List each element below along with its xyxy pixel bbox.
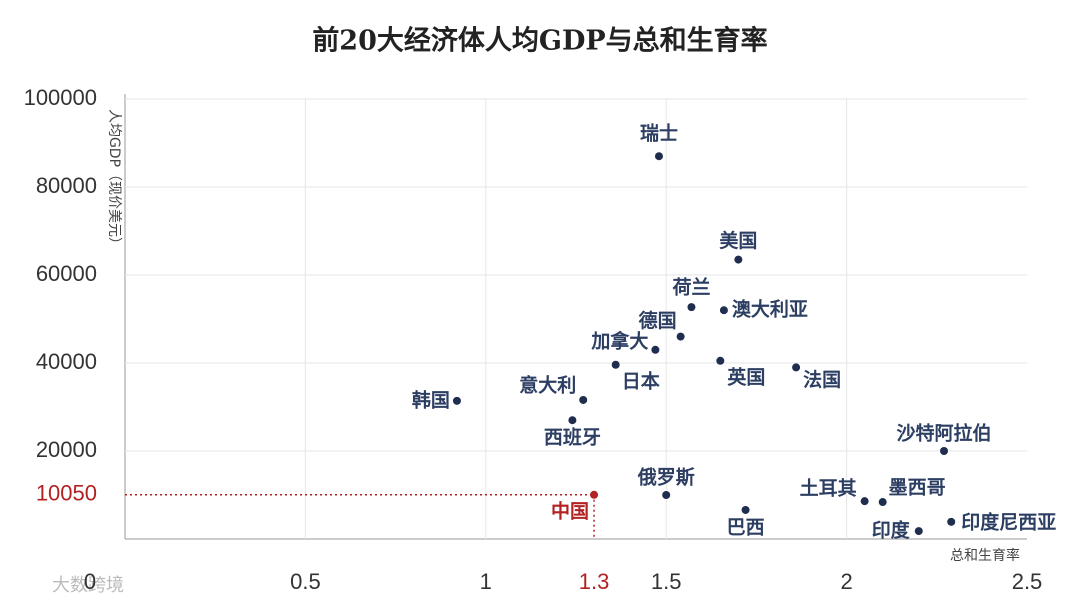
y-axis-label: 人均GDP（现价美元）: [106, 109, 122, 251]
y-tick-label: 80000: [36, 173, 97, 198]
point: [947, 517, 956, 526]
point: [676, 332, 685, 341]
point-label: 巴西: [727, 516, 765, 538]
point-label: 西班牙: [544, 426, 601, 449]
point: [611, 360, 620, 369]
point-label: 澳大利亚: [732, 298, 808, 321]
x-tick-label: 0.5: [290, 569, 321, 594]
point-label: 土耳其: [800, 478, 857, 500]
x-tick-label: 2.5: [1012, 569, 1043, 594]
y-tick-label: 100000: [24, 85, 97, 110]
point-label: 墨西哥: [889, 477, 946, 499]
y-tick-label: 20000: [36, 437, 97, 462]
point: [568, 416, 577, 425]
point: [579, 395, 588, 404]
point-label: 中国: [551, 499, 589, 522]
point: [687, 303, 696, 312]
x-tick-label: 1.5: [651, 569, 682, 594]
point: [741, 505, 750, 514]
point-label: 意大利: [519, 373, 576, 396]
point-label: 印度尼西亚: [961, 510, 1056, 533]
chart-title: 前20大经济体人均GDP与总和生育率: [312, 25, 767, 57]
y-tick-label: 60000: [36, 261, 97, 286]
point: [654, 152, 663, 161]
point: [734, 255, 743, 264]
x-tick-label: 0: [84, 569, 96, 594]
point-label: 日本: [622, 369, 660, 392]
y-tick-label: 40000: [36, 349, 97, 374]
point: [590, 490, 599, 499]
point: [662, 491, 671, 499]
point-label: 韩国: [412, 388, 450, 411]
reference-x-label: 1.3: [579, 569, 610, 594]
watermark: 大数跨境: [52, 575, 124, 596]
point-label: 沙特阿拉伯: [897, 422, 992, 445]
point-label: 荷兰: [672, 276, 710, 299]
point: [452, 396, 461, 405]
point-label: 加拿大: [590, 329, 648, 352]
point-label: 法国: [803, 368, 841, 391]
point-label: 俄罗斯: [637, 466, 695, 489]
point: [860, 497, 869, 506]
point: [940, 447, 949, 455]
point-label: 印度: [872, 519, 911, 542]
point-label: 英国: [727, 365, 765, 388]
x-tick-label: 1: [480, 569, 492, 594]
x-axis-label: 总和生育率: [950, 547, 1020, 564]
point: [878, 498, 887, 507]
point-label: 瑞士: [640, 122, 678, 145]
point: [651, 345, 660, 354]
point-label: 德国: [639, 309, 677, 332]
point: [716, 356, 725, 365]
point-label: 美国: [719, 229, 757, 252]
point: [719, 306, 728, 315]
point: [792, 363, 801, 372]
point: [914, 527, 923, 536]
reference-y-label: 10050: [36, 481, 97, 506]
x-tick-label: 2: [840, 569, 852, 594]
